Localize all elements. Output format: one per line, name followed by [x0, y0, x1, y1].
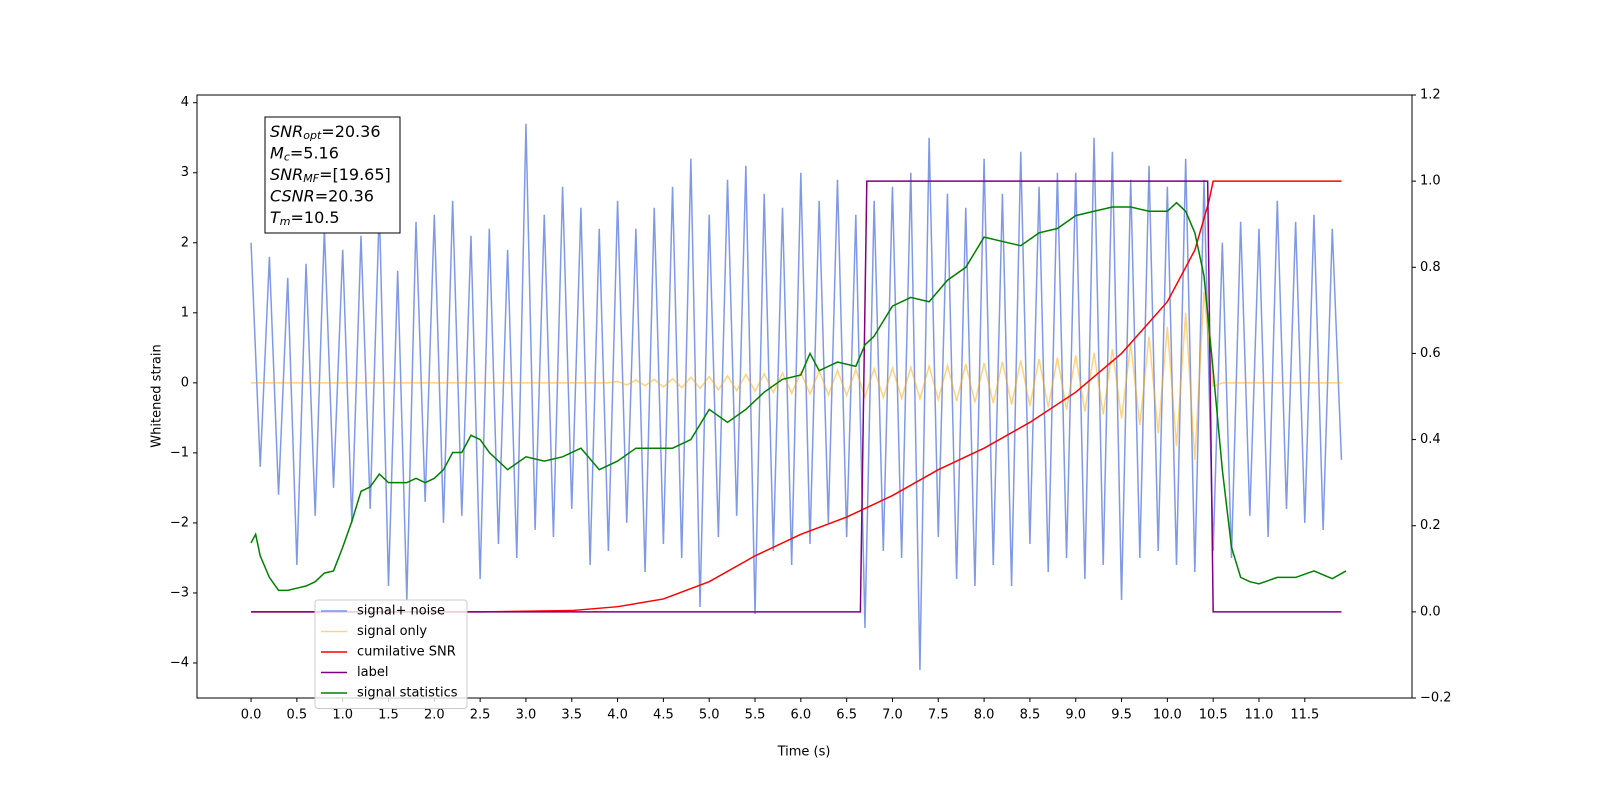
x-tick-label: 3.0: [516, 708, 537, 723]
y-tick-label: −3: [170, 585, 189, 600]
y-axis-label: Whitened strain: [150, 344, 165, 447]
annotation-symbol: SNR: [270, 122, 303, 141]
series-line: [251, 180, 1342, 613]
annotation-text: =[19.65]: [319, 165, 391, 184]
y-tick-label: 0: [181, 375, 189, 390]
y-tick-label: 1: [181, 305, 189, 320]
x-tick-label: 6.0: [790, 708, 811, 723]
y-tick-label: −4: [170, 655, 189, 670]
y2-tick-label: 0.4: [1420, 432, 1441, 447]
x-tick-label: 6.5: [836, 708, 857, 723]
x-tick-label: 8.5: [1020, 708, 1041, 723]
x-tick-label: 0.5: [287, 708, 308, 723]
y2-tick-label: 0.8: [1420, 260, 1441, 275]
annotation-text: =20.36: [315, 186, 374, 205]
x-tick-label: 3.5: [561, 708, 582, 723]
legend-box: [314, 599, 468, 709]
annotation-symbol: M: [270, 143, 284, 162]
y2-tick-label: 1.2: [1420, 88, 1441, 103]
y2-tick-label: −0.2: [1420, 691, 1452, 706]
x-tick-label: 2.0: [424, 708, 445, 723]
annotation-symbol: T: [270, 208, 281, 227]
x-tick-label: 7.5: [928, 708, 949, 723]
x-tick-label: 7.0: [882, 708, 903, 723]
y2-tick-label: 0.2: [1420, 518, 1441, 533]
annotation-box: [264, 116, 401, 234]
x-tick-label: 1.0: [332, 708, 353, 723]
y-tick-label: 2: [181, 235, 189, 250]
annotation-text: =20.36: [321, 122, 380, 141]
x-tick-label: 2.5: [470, 708, 491, 723]
x-axis-label: Time (s): [777, 745, 831, 760]
x-tick-label: 9.5: [1111, 708, 1132, 723]
x-tick-label: 1.5: [378, 708, 399, 723]
series-line: [250, 201, 1347, 592]
x-tick-label: 5.0: [699, 708, 720, 723]
annotation-symbol: CSNR: [270, 186, 315, 205]
y-tick-label: 3: [181, 165, 189, 180]
legend-label: label: [357, 665, 388, 680]
annotation: SNRMF=[19.65]: [270, 165, 391, 186]
x-tick-label: 0.0: [241, 708, 262, 723]
annotation: Tm=10.5: [270, 208, 340, 229]
x-tick-label: 10.0: [1153, 708, 1182, 723]
annotation-subscript: c: [284, 151, 290, 164]
y2-tick-label: 0.0: [1420, 604, 1441, 619]
x-tick-label: 11.5: [1290, 708, 1319, 723]
annotation-symbol: SNR: [270, 165, 303, 184]
y2-tick-label: 0.6: [1420, 346, 1441, 361]
x-tick-label: 10.5: [1199, 708, 1228, 723]
annotation: Mc=5.16: [270, 143, 339, 164]
legend-label: cumilative SNR: [357, 645, 456, 660]
legend-label: signal+ noise: [357, 604, 445, 619]
plot-frame: [196, 94, 1413, 699]
annotation-subscript: MF: [303, 172, 319, 185]
y-tick-label: −1: [170, 445, 189, 460]
x-tick-label: 4.5: [653, 708, 674, 723]
y2-tick-label: 1.0: [1420, 174, 1441, 189]
x-tick-label: 9.0: [1065, 708, 1086, 723]
annotation: SNRopt=20.36: [270, 122, 381, 143]
annotation-subscript: m: [280, 215, 291, 228]
annotation: CSNR=20.36: [270, 186, 374, 205]
x-tick-label: 8.0: [974, 708, 995, 723]
legend-label: signal only: [357, 624, 427, 639]
x-tick-label: 5.5: [745, 708, 766, 723]
x-tick-label: 4.0: [607, 708, 628, 723]
annotation-text: =5.16: [290, 143, 339, 162]
y-tick-label: −2: [170, 515, 189, 530]
y-tick-label: 4: [181, 95, 189, 110]
series-line: [251, 180, 1342, 613]
annotation-text: =10.5: [291, 208, 340, 227]
series-line: [251, 291, 1342, 460]
annotation-subscript: opt: [303, 129, 322, 142]
x-tick-label: 11.0: [1245, 708, 1274, 723]
series-line: [250, 123, 1343, 671]
legend-label: signal statistics: [357, 686, 458, 701]
